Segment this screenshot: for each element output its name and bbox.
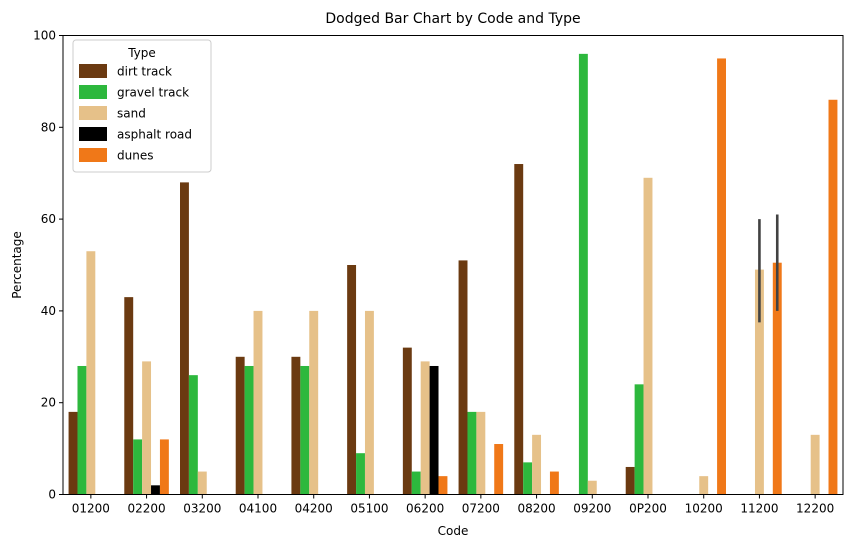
legend-swatch-dirt-track — [79, 64, 107, 78]
bar-dirt-track-06200 — [402, 347, 412, 495]
bar-sand-03200 — [197, 471, 207, 495]
bar-sand-11200 — [754, 269, 764, 495]
bar-gravel-track-09200 — [578, 53, 588, 495]
bar-gravel-track-04100 — [244, 365, 254, 495]
bar-sand-09200 — [587, 480, 597, 495]
x-axis-title: Code — [438, 524, 469, 538]
legend-label-sand: sand — [117, 107, 146, 121]
bar-gravel-track-01200 — [77, 365, 87, 495]
bar-sand-05100 — [364, 310, 374, 495]
bar-gravel-track-0P200 — [634, 384, 644, 495]
x-tick-label: 06200 — [406, 502, 444, 516]
bar-gravel-track-03200 — [188, 375, 198, 495]
bar-dirt-track-04200 — [291, 356, 301, 495]
bar-dirt-track-04100 — [235, 356, 245, 495]
bar-sand-12200 — [810, 434, 820, 495]
bars — [68, 53, 838, 495]
bar-sand-10200 — [699, 476, 709, 495]
bar-dirt-track-08200 — [514, 164, 524, 495]
legend-swatch-sand — [79, 106, 107, 120]
bar-asphalt-road-02200 — [151, 485, 160, 495]
bar-dirt-track-02200 — [124, 297, 134, 495]
chart-title: Dodged Bar Chart by Code and Type — [325, 11, 580, 27]
bar-sand-04100 — [253, 310, 263, 495]
bar-dunes-11200 — [772, 262, 782, 495]
x-tick-label: 02200 — [127, 502, 165, 516]
legend-label-gravel-track: gravel track — [117, 86, 189, 100]
y-tick-label: 80 — [41, 120, 56, 134]
bar-dirt-track-01200 — [68, 411, 78, 495]
legend-swatch-asphalt-road — [79, 127, 107, 141]
legend-items: dirt track gravel track sand asphalt road du… — [79, 64, 192, 163]
y-tick-label: 0 — [48, 488, 56, 502]
x-tick-label: 07200 — [462, 502, 500, 516]
x-tick-label: 08200 — [517, 502, 555, 516]
x-tick-label: 03200 — [183, 502, 221, 516]
bar-dunes-10200 — [717, 58, 726, 495]
bar-gravel-track-02200 — [133, 439, 143, 495]
bar-gravel-track-06200 — [411, 471, 421, 495]
bar-sand-04200 — [309, 310, 319, 495]
legend-box — [72, 39, 212, 173]
x-tick-label: 12200 — [796, 502, 834, 516]
x-tick-label: 11200 — [740, 502, 778, 516]
bar-gravel-track-08200 — [523, 462, 533, 495]
x-tick-label: 10200 — [685, 502, 723, 516]
plot-frame — [62, 35, 844, 495]
bar-dirt-track-03200 — [180, 182, 189, 495]
bar-sand-02200 — [142, 361, 152, 495]
y-tick-label: 100 — [33, 29, 56, 43]
bar-dirt-track-07200 — [458, 260, 468, 495]
x-tick-label: 01200 — [72, 502, 110, 516]
legend-label-dunes: dunes — [117, 149, 153, 163]
x-axis-ticks: 01200 02200 03200 04100 04200 05100 06200 07200… — [72, 494, 834, 516]
x-tick-label: 09200 — [573, 502, 611, 516]
bar-gravel-track-05100 — [356, 453, 365, 495]
bar-dunes-12200 — [828, 99, 838, 495]
legend-title: Type — [127, 46, 156, 60]
bar-dirt-track-05100 — [347, 265, 357, 495]
legend-label-dirt-track: dirt track — [117, 65, 172, 79]
legend-swatch-gravel-track — [79, 85, 107, 99]
y-axis-title: Percentage — [10, 231, 24, 299]
bar-sand-01200 — [86, 251, 96, 495]
legend-label-asphalt-road: asphalt road — [117, 128, 192, 142]
bar-dunes-06200 — [438, 476, 448, 495]
error-bars — [758, 214, 779, 323]
y-axis-ticks: 0 20 40 60 80 100 — [33, 29, 63, 502]
x-tick-label: 05100 — [350, 502, 388, 516]
y-tick-label: 20 — [41, 396, 56, 410]
bar-asphalt-road-06200 — [429, 365, 439, 495]
bar-dunes-08200 — [549, 471, 559, 495]
legend: Type dirt track gravel track sand asphalt r… — [72, 39, 212, 173]
bar-dunes-02200 — [159, 439, 169, 495]
y-tick-label: 60 — [41, 212, 56, 226]
x-tick-label: 0P200 — [629, 502, 667, 516]
x-tick-label: 04100 — [239, 502, 277, 516]
y-tick-label: 40 — [41, 304, 56, 318]
bar-sand-06200 — [420, 361, 430, 495]
bar-sand-0P200 — [643, 177, 653, 495]
bar-gravel-track-07200 — [467, 411, 477, 495]
legend-swatch-dunes — [79, 148, 107, 162]
bar-gravel-track-04200 — [300, 365, 310, 495]
bar-sand-07200 — [476, 411, 486, 495]
bar-dirt-track-0P200 — [625, 466, 635, 495]
bar-sand-08200 — [532, 434, 542, 495]
x-tick-label: 04200 — [295, 502, 333, 516]
bar-dunes-07200 — [494, 444, 504, 495]
